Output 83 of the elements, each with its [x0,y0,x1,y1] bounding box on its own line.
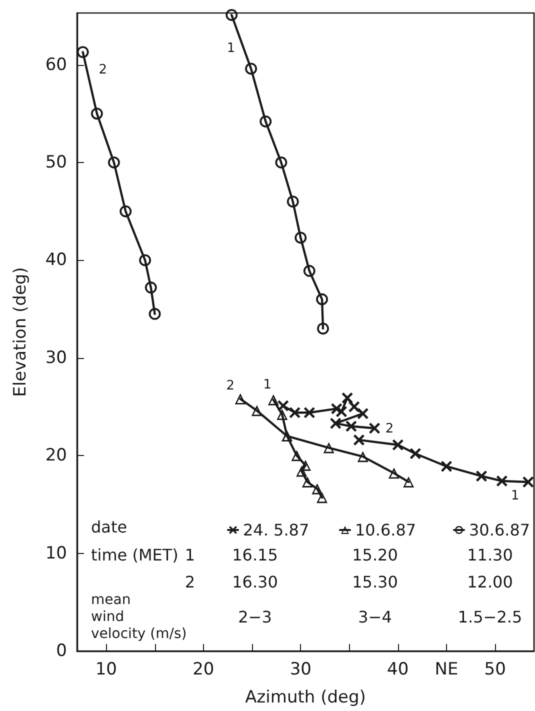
annotation: mean wind velocity (m/s) [91,592,187,642]
point [410,448,421,460]
annotation: 1.5−2.5 [458,608,522,626]
point [76,46,89,58]
point [392,439,404,450]
annotation: 2−3 [238,608,272,626]
x-tick-label: 20 [192,660,214,680]
point [316,492,328,504]
point [276,409,288,420]
y-tick-label: 30 [45,348,67,368]
point [353,434,364,446]
annotation: 2 [184,572,196,592]
point [316,293,328,306]
point [108,156,120,168]
point [317,322,329,335]
annotation: 2 [385,422,394,437]
annotation: 1 [184,546,196,564]
point [342,392,353,404]
point [304,407,315,418]
point [403,476,414,488]
point [234,393,246,404]
x-tick-label: 50 [484,660,506,680]
point [522,476,534,488]
x-tick-label: 30 [290,660,312,680]
y-tick-label: 50 [45,152,67,172]
annotation: 2 [98,62,107,78]
y-axis-title: Elevation (deg) [10,267,30,397]
point [331,403,342,414]
annotation: time (MET) [91,546,178,564]
x-tick-label: NE [434,660,458,680]
annotation: 12.00 [467,572,513,592]
annotation: 1 [226,41,236,56]
point [348,401,360,412]
annotation: 1 [511,488,520,504]
x-tick-label: 40 [387,660,409,680]
point [302,476,313,488]
legend-label: 10.6.87 [355,520,416,540]
annotation: 16.30 [232,572,278,592]
point [90,108,103,120]
annotation: 16.15 [232,546,278,564]
annotation: date [91,518,128,536]
legend-label: 24. 5.87 [243,520,310,540]
point [278,400,289,412]
x-axis-title: Azimuth (deg) [245,688,366,708]
legend-label: 30.6.87 [469,520,530,540]
point [312,483,323,494]
point [148,308,161,320]
y-tick-label: 20 [45,446,67,466]
point [260,115,272,128]
point [496,475,508,486]
annotation: 15.30 [352,572,398,592]
point [226,8,238,21]
y-tick-label: 0 [56,641,67,661]
point [120,205,132,218]
point [291,450,302,462]
annotation: 3−4 [358,608,392,626]
point [440,460,452,472]
annotation: 2 [226,378,234,394]
point [286,196,299,208]
point [144,282,157,294]
annotation: 15.20 [352,546,398,564]
point [346,420,357,432]
point [388,468,400,479]
x-tick-label: 10 [95,660,117,680]
point [294,232,307,244]
y-tick-label: 60 [45,54,67,75]
annotation: 1 [263,377,272,392]
annotation: 11.30 [467,546,513,564]
point [275,156,288,168]
point [289,407,300,418]
point [330,418,342,429]
y-tick-label: 10 [45,543,67,564]
point [139,254,152,266]
point [251,405,262,416]
point [323,442,334,454]
y-tick-label: 40 [45,250,67,270]
point [245,62,258,75]
point [476,470,487,482]
point [369,422,380,434]
point [357,408,368,420]
point [303,264,316,277]
point [268,394,279,406]
point [357,451,368,462]
